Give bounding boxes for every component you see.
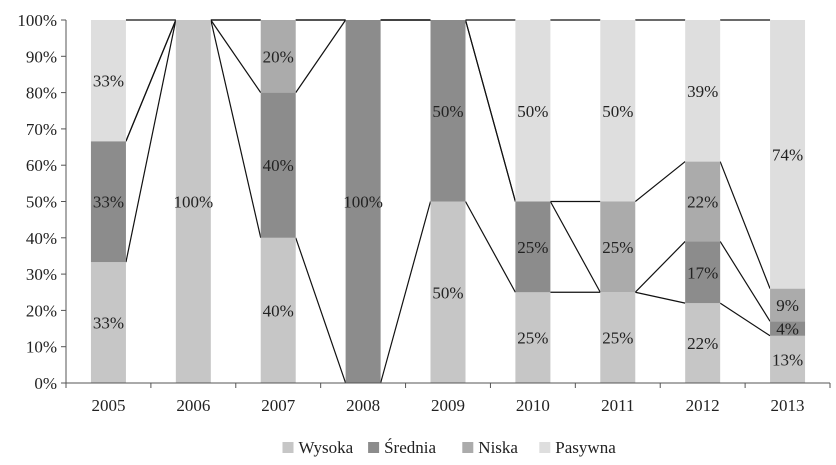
bar-pasywna-2013 <box>770 20 806 289</box>
data-label: 25% <box>602 329 633 348</box>
bar-średnia-2005 <box>90 141 126 263</box>
y-tick-label: 60% <box>26 156 57 175</box>
bar-średnia-2007 <box>260 92 296 238</box>
series-line <box>380 201 432 384</box>
x-tick-label: 2006 <box>176 396 210 415</box>
series-line <box>634 161 686 202</box>
bar-niska-2012 <box>685 161 721 242</box>
bar-wysoka-2009 <box>430 201 466 383</box>
x-tick-label: 2005 <box>91 396 125 415</box>
data-label: 22% <box>687 334 718 353</box>
data-label: 50% <box>432 102 463 121</box>
y-tick-label: 80% <box>26 84 57 103</box>
data-label: 25% <box>602 238 633 257</box>
bar-średnia-2010 <box>515 201 551 293</box>
data-label: 40% <box>263 301 294 320</box>
data-label: 13% <box>772 350 803 369</box>
x-tick-label: 2008 <box>346 396 380 415</box>
x-tick-label: 2007 <box>261 396 296 415</box>
y-tick-label: 70% <box>26 120 57 139</box>
y-tick-label: 50% <box>26 193 57 212</box>
bar-pasywna-2010 <box>515 20 551 202</box>
data-label: 100% <box>343 193 383 212</box>
series-line <box>549 201 601 293</box>
bar-wysoka-2005 <box>90 262 126 383</box>
bars <box>90 20 806 383</box>
series-line <box>464 201 516 293</box>
legend-label: Pasywna <box>555 438 616 457</box>
series-line <box>210 19 262 93</box>
x-tick-label: 2010 <box>516 396 550 415</box>
data-label: 17% <box>687 263 718 282</box>
series-line <box>295 237 347 384</box>
series-line <box>295 19 347 93</box>
data-label: 4% <box>776 320 799 339</box>
bar-wysoka-2011 <box>600 292 636 383</box>
bar-wysoka-2006 <box>175 20 211 383</box>
x-tick-label: 2013 <box>771 396 805 415</box>
legend-swatch-niska <box>462 442 474 453</box>
bar-wysoka-2010 <box>515 292 551 383</box>
series-line <box>719 161 771 289</box>
series-line <box>464 19 516 202</box>
data-label: 50% <box>517 102 548 121</box>
y-tick-label: 10% <box>26 338 57 357</box>
bar-pasywna-2011 <box>600 20 636 202</box>
y-tick-label: 40% <box>26 229 57 248</box>
legend-label: Niska <box>478 438 518 457</box>
x-tick-label: 2012 <box>686 396 720 415</box>
series-line <box>635 291 686 304</box>
x-tick-label: 2011 <box>601 396 634 415</box>
bar-niska-2007 <box>260 20 296 93</box>
series-line <box>719 302 771 337</box>
bar-wysoka-2007 <box>260 237 296 383</box>
bar-niska-2013 <box>770 288 806 322</box>
data-label: 25% <box>517 329 548 348</box>
data-label: 100% <box>173 193 213 212</box>
data-label: 74% <box>772 145 803 164</box>
legend-swatch-średnia <box>368 442 380 453</box>
series-line <box>125 19 177 142</box>
y-tick-label: 100% <box>17 11 57 30</box>
y-tick-label: 90% <box>26 47 57 66</box>
series-lines <box>125 19 771 384</box>
data-label: 20% <box>263 47 294 66</box>
series-line <box>125 19 177 263</box>
bar-średnia-2009 <box>430 20 466 202</box>
legend-label: Wysoka <box>299 438 354 457</box>
legend-swatch-wysoka <box>282 442 294 453</box>
bar-pasywna-2012 <box>685 20 721 162</box>
series-line <box>719 241 771 322</box>
series-line <box>210 19 262 238</box>
bar-wysoka-2013 <box>770 335 806 383</box>
bar-średnia-2013 <box>770 321 806 336</box>
data-label: 50% <box>432 283 463 302</box>
y-tick-label: 0% <box>34 374 57 393</box>
bar-niska-2011 <box>600 201 636 293</box>
data-label: 39% <box>687 82 718 101</box>
bar-wysoka-2012 <box>685 303 721 383</box>
data-label: 40% <box>263 156 294 175</box>
y-tick-label: 20% <box>26 301 57 320</box>
legend-label: Średnia <box>384 438 436 457</box>
y-tick-label: 30% <box>26 265 57 284</box>
data-labels: 33% 33% 33% 100% 40% 40% 20% 100% 50% 50% 25% 25% 50… <box>93 47 803 369</box>
data-label: 25% <box>517 238 548 257</box>
data-label: 33% <box>93 314 124 333</box>
legend: Wysoka Średnia Niska Pasywna <box>282 438 616 457</box>
bar-średnia-2012 <box>685 241 721 304</box>
data-label: 50% <box>602 102 633 121</box>
data-label: 22% <box>687 193 718 212</box>
bar-pasywna-2005 <box>90 20 126 142</box>
data-label: 33% <box>93 72 124 91</box>
series-line <box>634 241 686 293</box>
y-axis: 0% 10% 20% 30% 40% 50% 60% 70% 80% 90% 100% <box>17 11 67 393</box>
legend-swatch-pasywna <box>539 442 551 453</box>
data-label: 33% <box>93 193 124 212</box>
x-tick-label: 2009 <box>431 396 465 415</box>
x-axis: 2005 2006 2007 2008 2009 2010 2011 2012 2013 <box>65 382 831 415</box>
bar-średnia-2008 <box>345 20 381 383</box>
data-label: 9% <box>776 296 799 315</box>
